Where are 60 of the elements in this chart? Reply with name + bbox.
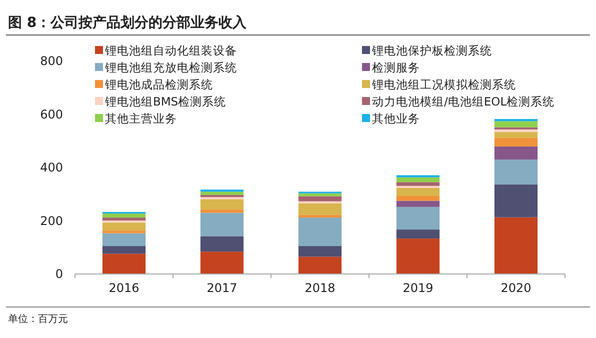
bar <box>200 252 244 274</box>
bar <box>298 246 342 257</box>
bar <box>200 236 244 252</box>
bar <box>396 230 440 239</box>
bar <box>200 194 244 198</box>
x-tick-label: 2017 <box>206 281 238 295</box>
text: 单位：百万元 <box>8 313 68 325</box>
legend-label: 锂电池成品检测系统 <box>104 78 213 92</box>
bar <box>494 146 538 160</box>
legend-label: 锂电池组BMS检测系统 <box>104 94 226 108</box>
bar <box>494 129 538 132</box>
bar <box>494 138 538 146</box>
bar <box>102 214 146 218</box>
bar <box>396 238 440 274</box>
bar <box>102 254 146 274</box>
bar <box>102 233 146 246</box>
x-tick-label: 2018 <box>304 281 336 295</box>
bar <box>298 256 342 274</box>
bar <box>102 220 146 223</box>
bar <box>298 193 342 196</box>
bar <box>494 160 538 185</box>
y-tick-label: 600 <box>40 107 63 122</box>
legend-label: 其他主营业务 <box>105 112 177 126</box>
y-tick-label: 800 <box>40 54 63 68</box>
bar <box>200 192 244 195</box>
legend-label: 锂电池组自动化组装设备 <box>104 44 237 58</box>
x-tick-label: 2020 <box>500 281 532 295</box>
bar <box>102 230 146 234</box>
bar <box>494 121 538 128</box>
legend-label: 其他业务 <box>372 112 420 126</box>
legend-label: 检测服务 <box>372 60 420 74</box>
bar <box>200 210 244 213</box>
bar <box>102 218 146 220</box>
bar <box>396 196 440 201</box>
x-tick-label: 2016 <box>108 281 140 295</box>
bar <box>200 199 244 210</box>
bar <box>396 206 440 230</box>
y-tick-label: 0 <box>55 267 63 281</box>
bar <box>396 200 440 207</box>
bar <box>396 188 440 196</box>
bar <box>298 214 342 218</box>
bar <box>298 196 342 202</box>
legend-label: 动力电池模组/电池组EOL检测系统 <box>372 94 555 108</box>
legend-label: 锂电池组工况模拟检测系统 <box>371 78 516 92</box>
bar <box>396 177 440 182</box>
bar <box>494 217 538 274</box>
legend-label: 锂电池组充放电检测系统 <box>104 60 237 74</box>
chart-title: 图 8：公司按产品划分的分部业务收入 <box>8 14 248 31</box>
y-tick-label: 200 <box>40 214 63 228</box>
bar <box>494 132 538 138</box>
bar <box>298 218 342 246</box>
bar <box>494 184 538 218</box>
legend-label: 锂电池保护板检测系统 <box>371 44 492 58</box>
bar <box>396 182 440 186</box>
bar <box>102 246 146 254</box>
bar <box>298 203 342 215</box>
bar <box>102 222 146 231</box>
bar <box>200 212 244 236</box>
y-tick-label: 400 <box>40 160 63 174</box>
x-tick-label: 2019 <box>402 281 434 295</box>
